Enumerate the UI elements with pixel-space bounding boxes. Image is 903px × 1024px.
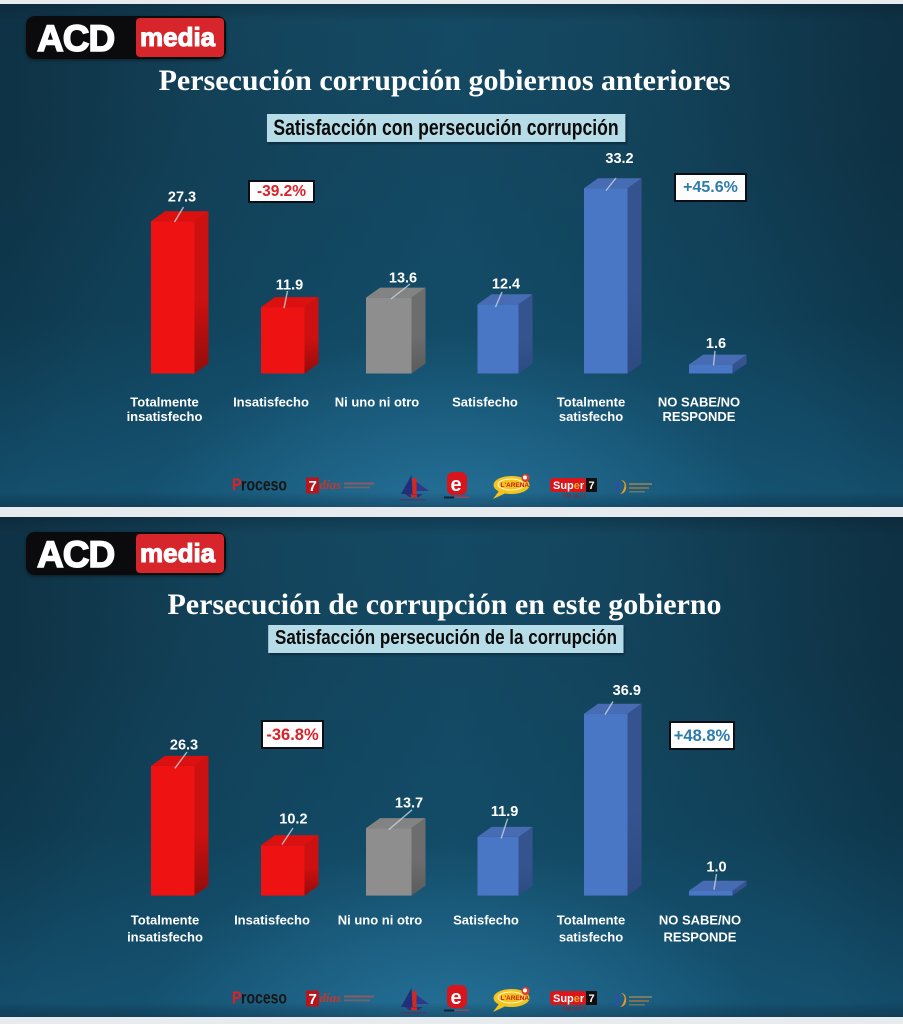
svg-text:e: e xyxy=(451,474,462,496)
svg-text:Super: Super xyxy=(553,993,585,1005)
svg-text:P: P xyxy=(232,989,242,1008)
svg-text:7: 7 xyxy=(309,478,317,495)
svg-text:13.7: 13.7 xyxy=(395,795,423,811)
svg-text:L'ARENA: L'ARENA xyxy=(501,995,530,1002)
svg-text:FM 107.7: FM 107.7 xyxy=(563,1006,586,1012)
svg-text:Totalmente: Totalmente xyxy=(557,913,625,928)
svg-text:Satisfecho: Satisfecho xyxy=(453,913,519,928)
svg-text:días: días xyxy=(320,477,342,492)
svg-text:insatisfecho: insatisfecho xyxy=(127,930,203,945)
svg-text:e: e xyxy=(451,987,462,1009)
svg-text:RESPONDE: RESPONDE xyxy=(664,930,737,945)
svg-text:1.0: 1.0 xyxy=(706,860,726,876)
svg-text:días: días xyxy=(320,990,342,1005)
svg-text:FM 107.7: FM 107.7 xyxy=(563,493,586,499)
svg-text:Totalmente: Totalmente xyxy=(131,913,199,928)
svg-text:Ni uno ni otro: Ni uno ni otro xyxy=(338,913,423,928)
svg-text:L'ARENA: L'ARENA xyxy=(501,482,530,489)
svg-text:27.3: 27.3 xyxy=(168,190,196,206)
svg-text:P: P xyxy=(232,476,242,495)
svg-text:Totalmente: Totalmente xyxy=(130,395,198,410)
svg-text:satisfecho: satisfecho xyxy=(559,930,623,945)
svg-text:13.6: 13.6 xyxy=(389,271,417,287)
svg-text:Ni uno ni otro: Ni uno ni otro xyxy=(335,395,420,410)
svg-text:36.9: 36.9 xyxy=(613,683,641,699)
svg-text:Insatisfecho: Insatisfecho xyxy=(233,395,309,410)
svg-text:7: 7 xyxy=(309,991,317,1008)
svg-text:26.3: 26.3 xyxy=(170,738,198,754)
svg-text:33.2: 33.2 xyxy=(605,151,633,167)
svg-text:Totalmente: Totalmente xyxy=(557,395,625,410)
svg-text:Satisfecho: Satisfecho xyxy=(452,395,518,410)
svg-text:11.9: 11.9 xyxy=(491,804,518,820)
svg-text:roceso: roceso xyxy=(241,474,287,494)
svg-text:7: 7 xyxy=(589,993,595,1005)
svg-text:satisfecho: satisfecho xyxy=(559,409,623,424)
svg-text:Insatisfecho: Insatisfecho xyxy=(234,913,310,928)
svg-text:RESPONDE: RESPONDE xyxy=(663,409,736,424)
svg-text:1.6: 1.6 xyxy=(706,336,726,352)
svg-text:7: 7 xyxy=(589,480,595,492)
svg-text:12.4: 12.4 xyxy=(492,277,520,293)
svg-text:NO SABE/NO: NO SABE/NO xyxy=(659,913,741,928)
svg-text:insatisfecho: insatisfecho xyxy=(127,409,203,424)
svg-text:roceso: roceso xyxy=(241,987,287,1007)
svg-text:Super: Super xyxy=(553,480,585,492)
svg-text:11.9: 11.9 xyxy=(276,278,303,294)
svg-text:NO SABE/NO: NO SABE/NO xyxy=(658,395,740,410)
svg-text:10.2: 10.2 xyxy=(279,812,307,828)
